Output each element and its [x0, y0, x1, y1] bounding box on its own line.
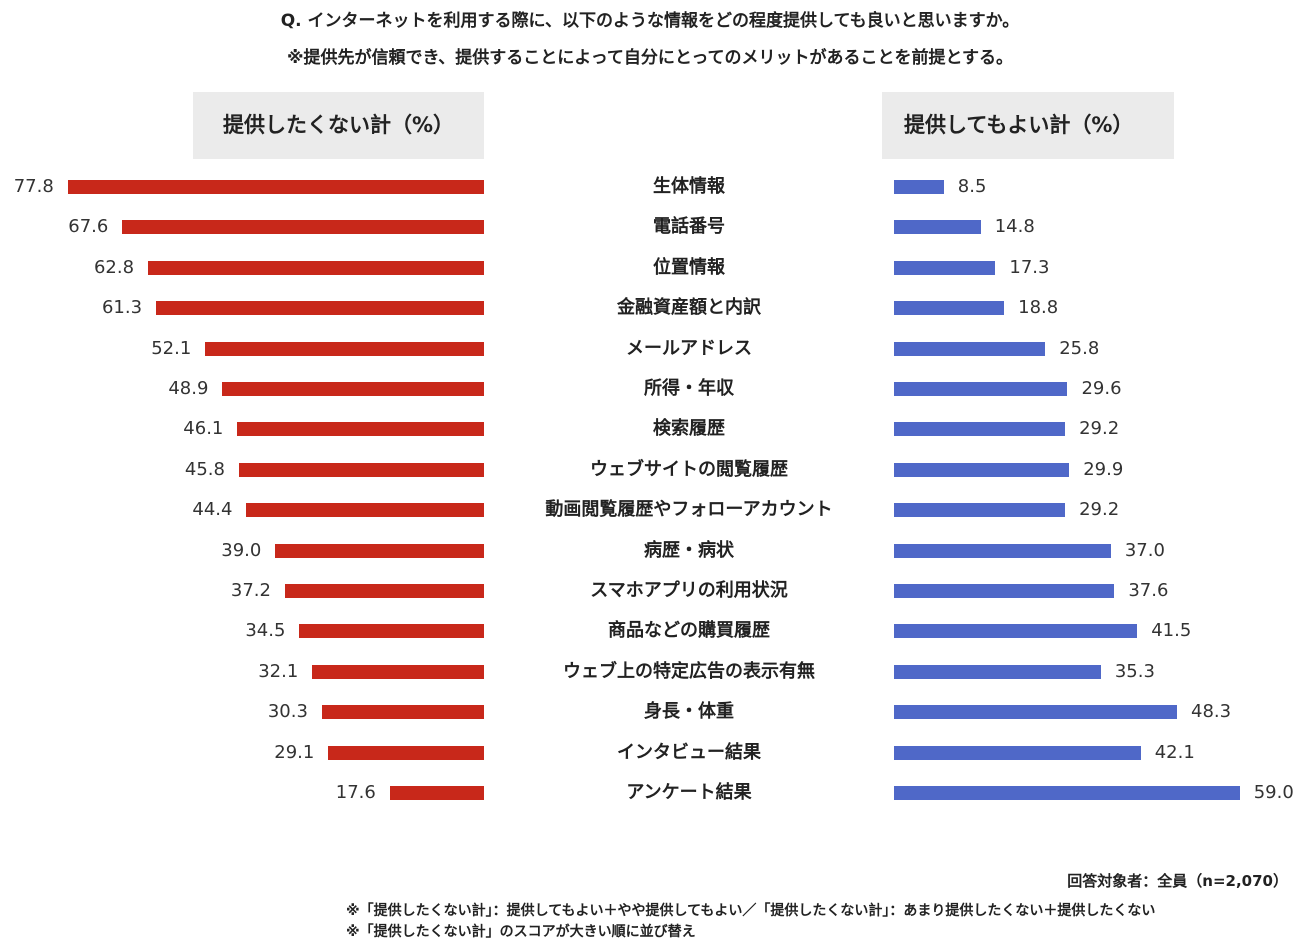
category-label: 金融資産額と内訳	[617, 297, 761, 319]
label-not-provide: 61.3	[101, 297, 143, 319]
bar-not-provide	[275, 543, 484, 558]
category-label: アンケート結果	[626, 782, 752, 803]
category-label: 位置情報	[653, 256, 725, 278]
label-provide: 42.1	[1154, 741, 1195, 763]
category-label: ウェブ上の特定広告の表示有無	[563, 660, 815, 682]
category-label: ウェブサイトの閲覧履歴	[590, 458, 788, 480]
legend-not-provide: 提供したくない計（%）	[193, 92, 484, 159]
label-not-provide: 62.8	[93, 256, 135, 278]
category-label: インタビュー結果	[617, 741, 761, 763]
bar-not-provide	[284, 584, 484, 598]
bar-not-provide	[246, 503, 484, 518]
label-provide: 37.0	[1124, 539, 1165, 561]
label-provide: 29.2	[1079, 499, 1120, 521]
bar-not-provide	[328, 745, 484, 760]
label-provide: 29.2	[1079, 418, 1120, 440]
bar-not-provide	[122, 220, 484, 235]
label-not-provide: 52.1	[151, 337, 192, 359]
category-label: 動画閲覧履歴やフォローアカウント	[545, 499, 833, 521]
category-label: 検索履歴	[653, 418, 725, 440]
bar-provide	[894, 624, 1138, 639]
label-provide: 48.3	[1191, 701, 1232, 723]
bar-not-provide	[156, 301, 484, 316]
label-provide: 29.9	[1083, 458, 1124, 480]
category-label: 病歴・病状	[644, 539, 734, 561]
label-not-provide: 17.6	[335, 782, 376, 803]
bar-provide	[894, 301, 1005, 316]
bar-not-provide	[312, 664, 484, 679]
label-not-provide: 29.1	[274, 741, 315, 763]
footnote-sort: ※「提供したくない計」のスコアが大きい順に並び替え	[346, 924, 696, 940]
bar-not-provide	[205, 341, 484, 356]
bar-not-provide	[299, 624, 484, 639]
label-provide: 59.0	[1253, 782, 1294, 803]
bar-not-provide	[67, 180, 484, 194]
bar-provide	[894, 220, 981, 235]
category-label: 電話番号	[653, 216, 725, 238]
category-label: 所得・年収	[644, 378, 734, 399]
label-provide: 18.8	[1018, 297, 1059, 319]
label-provide: 29.6	[1081, 378, 1122, 399]
label-provide: 17.3	[1009, 256, 1050, 278]
bar-provide	[894, 341, 1046, 356]
footnote-definition: ※「提供したくない計」：提供してもよい＋やや提供してもよい／「提供したくない計」…	[346, 903, 1156, 919]
label-provide: 41.5	[1151, 620, 1192, 642]
question-title: Q. インターネットを利用する際に、以下のような情報をどの程度提供しても良いと思…	[280, 11, 1020, 31]
bar-provide	[894, 422, 1066, 437]
label-not-provide: 30.3	[267, 701, 308, 723]
label-not-provide: 77.8	[13, 176, 54, 197]
category-label: メールアドレス	[626, 337, 752, 359]
label-provide: 25.8	[1059, 337, 1100, 359]
bar-provide	[894, 664, 1101, 679]
bar-provide	[894, 705, 1178, 720]
bar-provide	[894, 584, 1115, 598]
label-not-provide: 37.2	[230, 580, 271, 601]
label-provide: 35.3	[1114, 660, 1155, 682]
bar-provide	[894, 503, 1066, 518]
label-provide: 14.8	[994, 216, 1035, 238]
bar-provide	[894, 260, 996, 275]
category-label: 身長・体重	[644, 701, 734, 723]
label-not-provide: 34.5	[245, 620, 286, 642]
bar-not-provide	[222, 382, 484, 396]
label-not-provide: 67.6	[68, 216, 109, 238]
bar-provide	[894, 180, 944, 194]
bar-not-provide	[238, 462, 484, 477]
label-provide: 8.5	[957, 176, 987, 197]
category-label: 商品などの購買履歴	[608, 620, 770, 642]
bar-provide	[894, 745, 1141, 760]
bar-not-provide	[389, 786, 484, 800]
question-subtitle: ※提供先が信頼でき、提供することによって自分にとってのメリットがあることを前提と…	[286, 48, 1014, 68]
bar-not-provide	[237, 422, 484, 437]
bar-provide	[894, 786, 1240, 800]
category-label: 生体情報	[653, 176, 725, 197]
label-provide: 37.6	[1128, 580, 1169, 601]
label-not-provide: 39.0	[221, 539, 262, 561]
label-not-provide: 32.1	[258, 660, 299, 682]
legend-provide: 提供してもよい計（%）	[882, 92, 1174, 159]
label-not-provide: 48.9	[168, 378, 209, 399]
label-not-provide: 46.1	[183, 418, 224, 440]
bar-provide	[894, 382, 1068, 396]
bar-provide	[894, 543, 1111, 558]
category-label: スマホアプリの利用状況	[590, 580, 788, 601]
respondents-note: 回答対象者：全員（n=2,070）	[1067, 872, 1288, 890]
label-not-provide: 45.8	[184, 458, 225, 480]
bar-provide	[894, 462, 1070, 477]
label-not-provide: 44.4	[192, 499, 233, 521]
bar-not-provide	[321, 705, 484, 720]
bar-not-provide	[148, 260, 484, 275]
